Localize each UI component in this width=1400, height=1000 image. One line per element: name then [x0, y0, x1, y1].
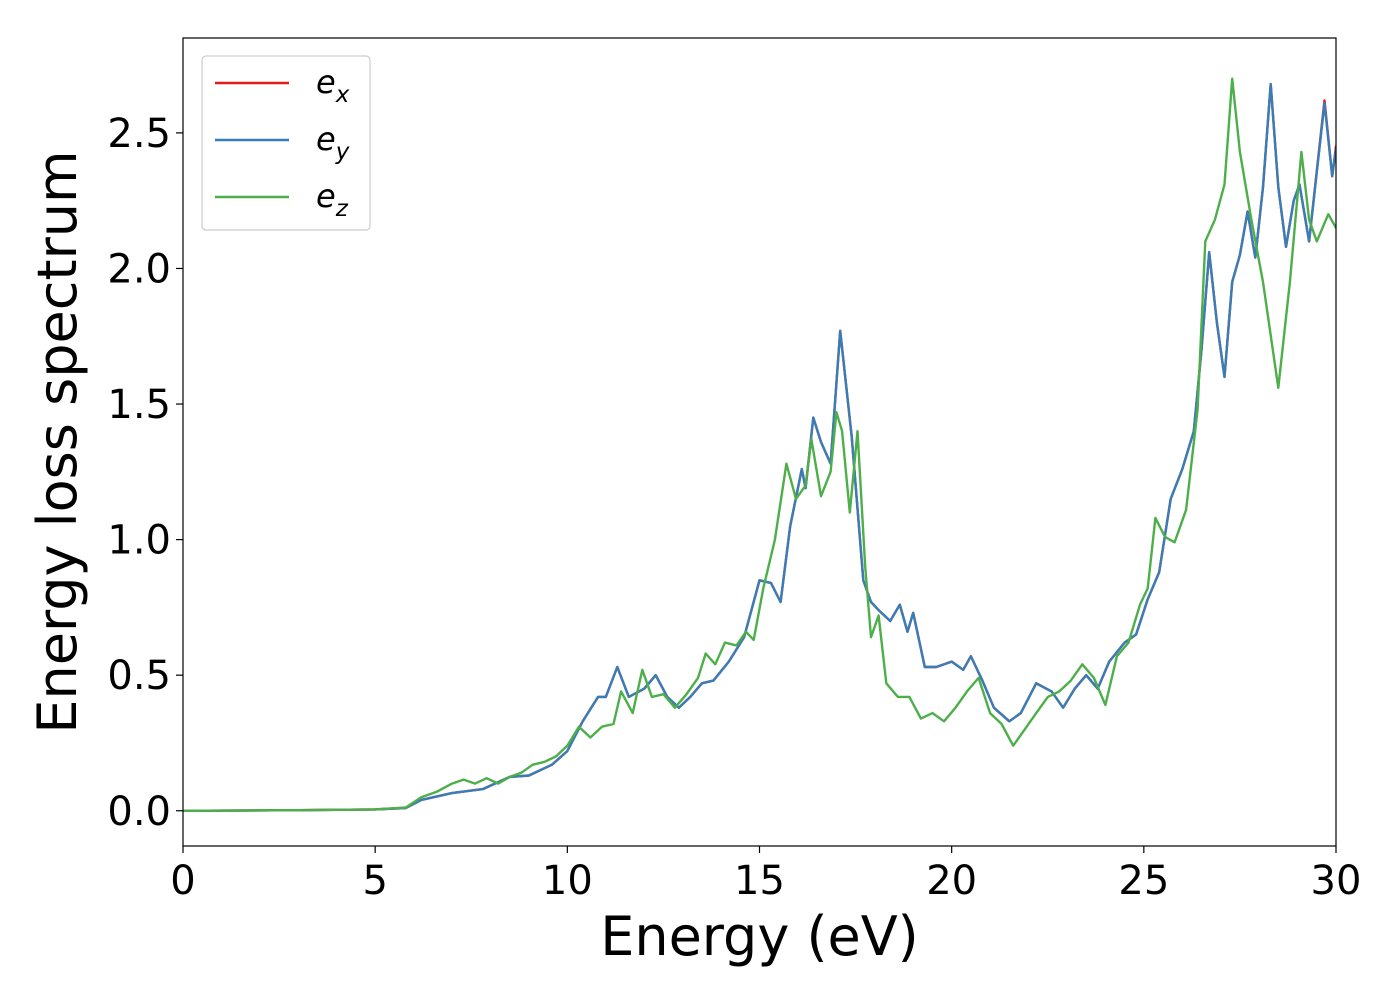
x-tick-label: 25: [1118, 858, 1169, 904]
y-tick-label: 2.5: [107, 111, 171, 157]
y-axis-label: Energy loss spectrum: [26, 150, 89, 733]
y-tick-label: 2.0: [107, 246, 171, 292]
x-tick-label: 0: [170, 858, 195, 904]
x-tick-label: 10: [542, 858, 593, 904]
legend: ex ey ez: [201, 55, 371, 231]
legend-label-ex: ex: [316, 63, 350, 108]
legend-label-ey: ey: [316, 120, 350, 165]
legend-box: [201, 55, 371, 231]
y-tick-label: 1.5: [107, 382, 171, 428]
series-line-ez: [183, 77, 1336, 812]
y-axis-ticks: 0.0 0.5 1.0 1.5 2.0 2.5: [107, 111, 183, 835]
plot-lines: [183, 77, 1336, 812]
x-axis-ticks: 0 5 10 15 20 25 30: [170, 846, 1361, 904]
x-tick-label: 5: [362, 858, 387, 904]
legend-label-ez: ez: [316, 177, 349, 222]
series-line-ey: [183, 82, 1336, 812]
x-axis-label: Energy (eV): [600, 905, 919, 968]
x-tick-label: 30: [1311, 858, 1362, 904]
x-tick-label: 20: [926, 858, 977, 904]
x-tick-label: 15: [734, 858, 785, 904]
y-tick-label: 0.0: [107, 789, 171, 835]
y-tick-label: 1.0: [107, 518, 171, 564]
y-tick-label: 0.5: [107, 653, 171, 699]
